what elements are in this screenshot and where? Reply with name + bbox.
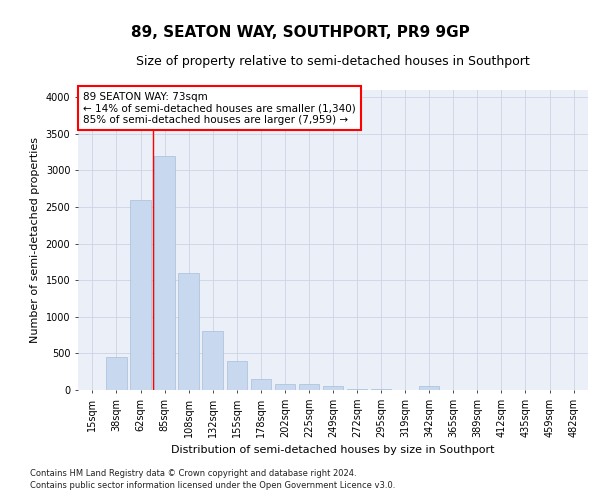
Bar	[275, 384, 295, 390]
Text: Contains public sector information licensed under the Open Government Licence v3: Contains public sector information licen…	[30, 481, 395, 490]
Bar	[178, 273, 199, 390]
Bar	[419, 386, 439, 390]
Bar	[202, 332, 223, 390]
Title: Size of property relative to semi-detached houses in Southport: Size of property relative to semi-detach…	[136, 55, 530, 68]
X-axis label: Distribution of semi-detached houses by size in Southport: Distribution of semi-detached houses by …	[171, 446, 495, 456]
Text: 89, SEATON WAY, SOUTHPORT, PR9 9GP: 89, SEATON WAY, SOUTHPORT, PR9 9GP	[131, 25, 469, 40]
Bar	[299, 384, 319, 390]
Text: Contains HM Land Registry data © Crown copyright and database right 2024.: Contains HM Land Registry data © Crown c…	[30, 468, 356, 477]
Bar	[323, 386, 343, 390]
Bar	[130, 200, 151, 390]
Bar	[154, 156, 175, 390]
Y-axis label: Number of semi-detached properties: Number of semi-detached properties	[30, 137, 40, 343]
Bar	[251, 379, 271, 390]
Bar	[106, 357, 127, 390]
Text: 89 SEATON WAY: 73sqm
← 14% of semi-detached houses are smaller (1,340)
85% of se: 89 SEATON WAY: 73sqm ← 14% of semi-detac…	[83, 92, 356, 124]
Bar	[227, 360, 247, 390]
